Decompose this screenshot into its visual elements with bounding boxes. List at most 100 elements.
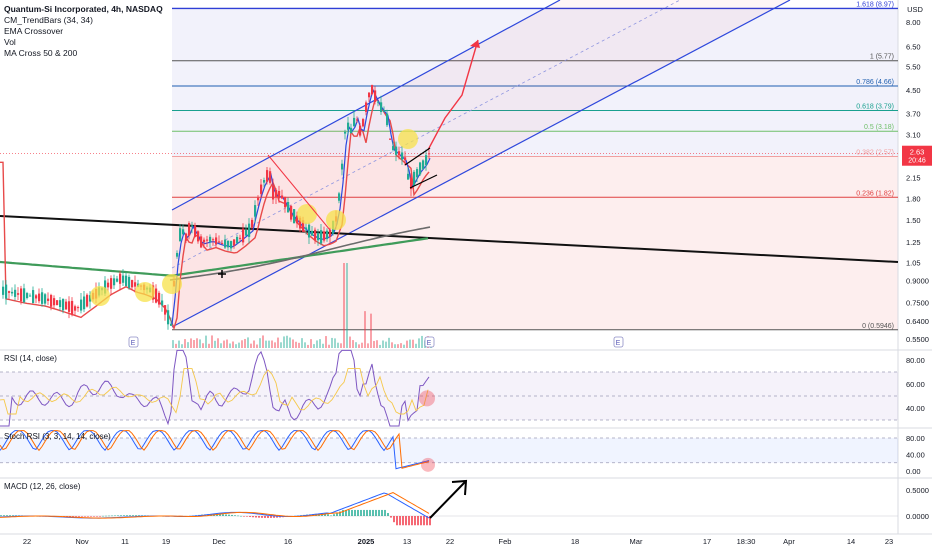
candle-body	[20, 288, 23, 302]
price-axis-tick: 0.5500	[906, 335, 929, 344]
volume-bar	[364, 311, 366, 348]
volume-bar	[289, 337, 291, 348]
earnings-marker	[424, 336, 435, 348]
candle-body	[344, 131, 347, 134]
macd-histogram-bar	[372, 509, 374, 516]
candle-body	[107, 282, 110, 288]
volume-bar	[310, 339, 312, 348]
macd-histogram-bar	[321, 514, 323, 516]
candle-body	[338, 193, 341, 201]
volume-bar	[304, 342, 306, 348]
macd-histogram-bar	[270, 516, 272, 518]
candle-body	[158, 292, 161, 305]
indicator-volume[interactable]: Vol	[4, 37, 16, 47]
candle-body	[128, 276, 131, 288]
candle-body	[380, 102, 383, 113]
time-axis-tick: 18:30	[737, 537, 756, 546]
candle-body	[110, 278, 113, 289]
candle-body	[422, 160, 425, 169]
candle-body	[275, 189, 278, 198]
volume-bar	[379, 344, 381, 348]
volume-bar	[199, 339, 201, 348]
candle-body	[11, 291, 14, 294]
volume-bar	[286, 335, 288, 348]
cross-marker	[218, 270, 226, 278]
rsi-title[interactable]: RSI (14, close)	[4, 354, 57, 363]
macd-histogram-bar	[12, 515, 14, 516]
candle-body	[89, 295, 92, 302]
stoch-rsi-title[interactable]: Stoch RSI (3, 3, 14, 14, close)	[4, 432, 111, 441]
volume-bar	[307, 344, 309, 348]
macd-histogram-bar	[126, 515, 128, 516]
macd-histogram-bar	[426, 516, 428, 526]
candle-body	[377, 101, 380, 103]
macd-histogram-bar	[117, 515, 119, 516]
stoch-axis-tick: 80.00	[906, 434, 925, 443]
macd-title[interactable]: MACD (12, 26, close)	[4, 482, 81, 491]
time-axis-tick: 18	[571, 537, 579, 546]
fib-level-label: 0.236 (1.82)	[856, 190, 894, 197]
volume-bar	[250, 343, 252, 348]
volume-bar	[271, 340, 273, 348]
macd-histogram-bar	[330, 515, 332, 517]
macd-histogram-bar	[414, 516, 416, 526]
macd-histogram-bar	[6, 515, 8, 516]
macd-histogram-bar	[324, 514, 326, 516]
candle-body	[227, 240, 230, 248]
candle-body	[170, 323, 173, 326]
earnings-marker-label: E	[427, 340, 432, 347]
candle-body	[368, 92, 371, 98]
macd-histogram-bar	[402, 516, 404, 526]
macd-histogram-bar	[411, 516, 413, 526]
candle-body	[260, 184, 263, 194]
volume-bar	[265, 340, 267, 348]
volume-bar	[247, 337, 249, 348]
macd-histogram-bar	[216, 514, 218, 516]
time-axis-tick: 16	[284, 537, 292, 546]
volume-bar	[175, 343, 177, 348]
volume-bar	[253, 340, 255, 348]
candle-body	[41, 292, 44, 304]
macd-histogram-bar	[252, 516, 254, 518]
volume-bar	[367, 343, 369, 348]
candle-body	[83, 296, 86, 310]
volume-bar	[280, 342, 282, 348]
volume-bar	[259, 338, 261, 348]
macd-histogram-bar	[0, 515, 2, 516]
volume-bar	[214, 340, 216, 348]
volume-bar	[382, 340, 384, 348]
indicator-ma-cross[interactable]: MA Cross 50 & 200	[4, 48, 78, 58]
candle-body	[221, 242, 224, 244]
candle-body	[398, 151, 401, 156]
macd-histogram-bar	[240, 515, 242, 517]
candle-body	[188, 223, 191, 236]
macd-signal-line	[0, 492, 430, 519]
candle-body	[38, 293, 41, 302]
macd-histogram-bar	[9, 515, 11, 516]
candle-body	[119, 273, 122, 284]
candle-body	[68, 301, 71, 312]
highlight-circle	[162, 274, 182, 294]
candle-body	[383, 110, 386, 112]
volume-bar	[358, 344, 360, 348]
macd-histogram-bar	[423, 516, 425, 526]
candle-body	[341, 163, 344, 170]
volume-bar	[373, 340, 375, 348]
candle-body	[329, 229, 332, 237]
indicator-ema-crossover[interactable]: EMA Crossover	[4, 26, 64, 36]
candle-body	[248, 223, 251, 237]
earnings-marker	[613, 336, 624, 348]
time-axis-tick: 17	[703, 537, 711, 546]
indicator-trendbars[interactable]: CM_TrendBars (34, 34)	[4, 15, 93, 25]
volume-bar	[217, 338, 219, 348]
last-price-value: 2.63	[910, 148, 925, 157]
symbol-title[interactable]: Quantum-Si Incorporated, 4h, NASDAQ	[4, 4, 163, 14]
macd-histogram-bar	[231, 514, 233, 516]
macd-histogram-bar	[366, 509, 368, 516]
rsi-axis-tick: 60.00	[906, 380, 925, 389]
candle-body	[155, 288, 158, 303]
candle-body	[65, 301, 68, 310]
volume-bar	[292, 339, 294, 348]
